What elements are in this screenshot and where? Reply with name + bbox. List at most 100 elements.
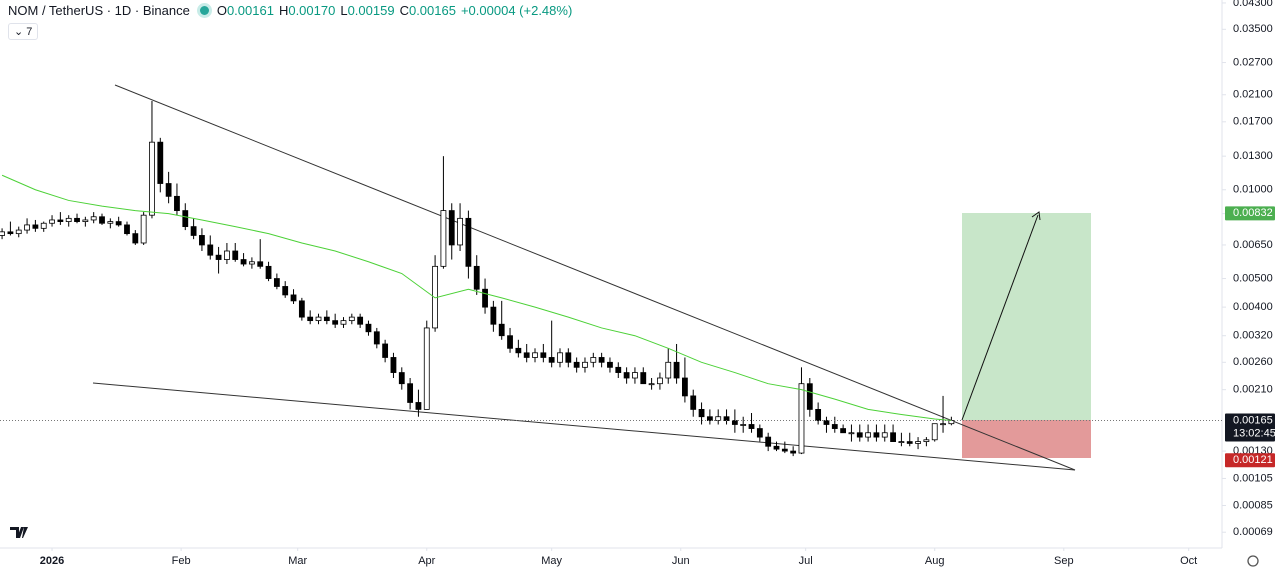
x-tick-label: Jun (672, 555, 690, 567)
candle-body (573, 361, 580, 368)
candle-body (731, 420, 738, 425)
y-tick-label: 0.03500 (1233, 23, 1273, 35)
candle-body (24, 224, 30, 231)
ohlc-value: 0.00161 (226, 3, 274, 18)
indicator-toggle[interactable]: ⌄ 7 (8, 23, 39, 40)
price-label-box (1225, 453, 1275, 468)
candle-body (182, 210, 189, 228)
candle-body (523, 352, 530, 358)
ohlc-label: H (278, 3, 289, 18)
candle-body (823, 420, 830, 425)
candle-body (682, 377, 688, 397)
y-tick-label: 0.00105 (1233, 472, 1273, 484)
candle-body (498, 323, 505, 337)
candle-body (582, 361, 588, 368)
candle-body (224, 250, 230, 260)
candle-body (590, 357, 597, 363)
series (0, 100, 955, 457)
x-tick-label: 2026 (40, 555, 64, 567)
candle-body (473, 265, 480, 290)
candle-body (415, 402, 422, 410)
x-tick-label: Oct (1180, 555, 1197, 567)
candle-body (174, 195, 180, 211)
ohlc-fields: O0.00161 H0.00170 L0.00159 C0.00165 (217, 3, 461, 18)
candle-body (273, 278, 280, 287)
price-label: 0.00165 (1233, 414, 1273, 426)
symbol: NOM / TetherUS · 1D · Binance (8, 3, 190, 18)
y-tick-label: 0.01300 (1233, 150, 1273, 162)
candle-body (923, 439, 930, 442)
candle-body (856, 432, 863, 438)
y-tick-label: 0.00085 (1233, 499, 1273, 511)
settings-icon[interactable] (1247, 555, 1259, 567)
candle-body (790, 450, 797, 454)
candle-body (190, 226, 197, 236)
legend-header: NOM / TetherUS · 1D · Binance O0.00161 H0.… (8, 3, 577, 18)
candle-body (690, 395, 697, 410)
y-tick-label: 0.00260 (1233, 356, 1273, 368)
candle-body (440, 210, 447, 267)
candle-body (407, 383, 414, 403)
y-tick-label: 0.01700 (1233, 116, 1273, 128)
candle-body (7, 231, 14, 235)
y-tick-label: 0.00500 (1233, 272, 1273, 284)
upper-trendline (114, 84, 1076, 471)
candle-body (423, 327, 430, 410)
candle-body (157, 141, 164, 184)
candle-body (382, 343, 389, 358)
candle-body (165, 183, 172, 197)
candle-body (831, 424, 838, 429)
candle-body (457, 217, 463, 246)
candle-body (482, 288, 488, 308)
candle-body (40, 222, 47, 229)
candle-body (665, 361, 672, 379)
candle-body (723, 416, 730, 421)
candle-body (781, 448, 788, 452)
y-tick-label: 0.00400 (1233, 301, 1273, 313)
candle-body (756, 428, 763, 438)
change: +0.00004 (+2.48%) (460, 3, 573, 18)
candle-body (290, 294, 297, 302)
price-label: 0.00832 (1233, 207, 1273, 219)
candle-body (74, 217, 80, 222)
candle-body (448, 210, 455, 246)
candle-body (898, 441, 905, 443)
candle-body (398, 372, 405, 385)
candle-body (332, 320, 339, 325)
candle-body (124, 224, 130, 235)
candle-body (0, 231, 5, 236)
candle-body (90, 216, 97, 221)
candle-body (115, 221, 122, 226)
candle-body (323, 316, 330, 322)
candle-body (515, 347, 522, 354)
candle-body (149, 141, 155, 216)
candle-body (881, 432, 888, 438)
candle-body (632, 372, 638, 379)
ohlc-label: O (216, 3, 227, 18)
ohlc-label: C (399, 3, 409, 18)
candle-body (232, 250, 239, 260)
projection-arrow (961, 214, 1039, 421)
candle-body (282, 286, 289, 296)
y-tick-label: 0.00210 (1233, 384, 1273, 396)
candle-body (865, 432, 871, 438)
candle-body (931, 423, 938, 441)
arrow-head (1031, 211, 1041, 221)
x-tick-label: May (541, 555, 562, 567)
candle-body (623, 372, 630, 379)
candle-body (848, 432, 855, 435)
candle-body (15, 229, 22, 235)
status-dot (199, 6, 209, 15)
candle-body (265, 265, 272, 279)
logo (10, 527, 28, 538)
candle-body (706, 416, 713, 421)
candle-body (548, 357, 555, 363)
price-label-box (1225, 206, 1275, 221)
x-tick-label: Apr (418, 555, 435, 567)
candle-body (257, 261, 264, 267)
candle-body (607, 361, 613, 368)
candle-body (507, 335, 513, 349)
candle-body (765, 436, 772, 447)
